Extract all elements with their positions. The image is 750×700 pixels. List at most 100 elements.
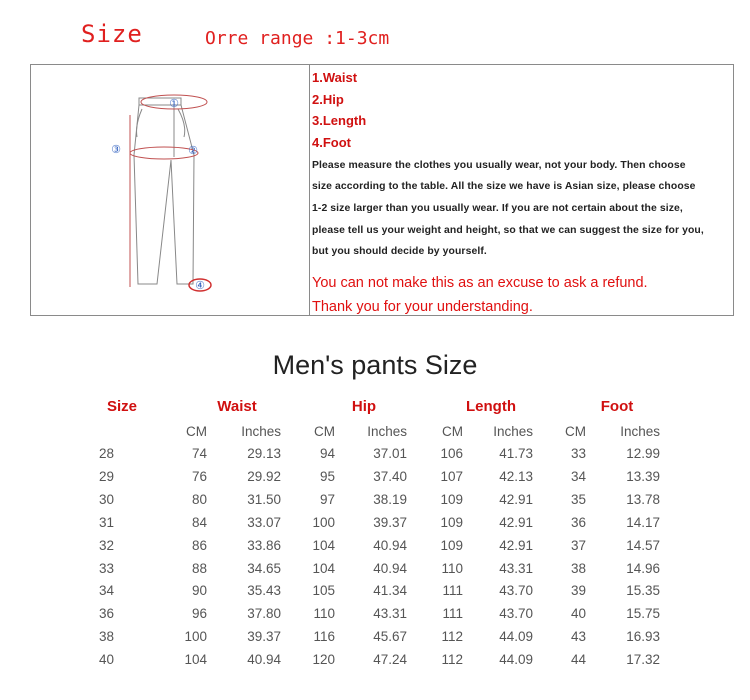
row-size: 34: [99, 583, 115, 599]
row-size: 40: [99, 652, 115, 668]
table-cell: 15.35: [626, 583, 660, 599]
table-cell: 37.01: [373, 446, 407, 461]
table-cell: 104: [312, 560, 335, 576]
table-cell: 17.32: [626, 652, 660, 668]
table-cell: 43: [570, 629, 586, 645]
table-cell: 40.94: [373, 560, 407, 576]
table-cell: 44.09: [499, 629, 533, 645]
table-cell: 13.39: [626, 468, 660, 484]
table-cell: 100: [184, 629, 207, 645]
label-length-marker: ③: [111, 144, 121, 156]
pants-diagram: ① ② ③ ④: [111, 94, 212, 292]
table-cell: 40.94: [247, 652, 281, 668]
column-subheader: Inches: [241, 424, 281, 439]
column-group-foot: Foot: [600, 398, 634, 415]
table-cell: 88: [191, 560, 207, 576]
table-cell: 39.37: [373, 514, 407, 530]
table-cell: 110: [313, 606, 335, 622]
table-cell: 35.43: [247, 583, 281, 599]
column-subheader: CM: [565, 424, 586, 439]
instructions: Please measure the clothes you usually w…: [312, 155, 732, 263]
table-cell: 31.50: [247, 491, 281, 507]
table-cell: 94: [319, 446, 335, 461]
table-cell: 13.78: [626, 491, 660, 507]
measure-waist: 1.Waist: [312, 70, 358, 85]
column-group-waist: Waist: [217, 398, 257, 415]
measure-length: 3.Length: [312, 113, 367, 129]
box-divider: [309, 65, 310, 315]
table-cell: 33: [570, 446, 586, 461]
column-group-length: Length: [466, 398, 516, 415]
table-cell: 43.31: [499, 560, 533, 576]
label-foot-marker: ④: [195, 280, 205, 292]
row-size: 28: [99, 446, 115, 461]
table-cell: 111: [442, 583, 463, 599]
row-size: 32: [99, 537, 115, 553]
column-subheader: Inches: [367, 424, 407, 439]
table-cell: 35: [570, 491, 586, 507]
table-cell: 39: [570, 583, 586, 599]
table-cell: 34.65: [247, 560, 281, 576]
refund-warning: You can not make this as an excuse to as…: [312, 271, 732, 319]
table-cell: 86: [191, 537, 207, 553]
table-cell: 12.99: [626, 446, 660, 461]
table-cell: 16.93: [626, 629, 660, 645]
table-cell: 33.86: [247, 537, 281, 553]
column-group-size: Size: [106, 398, 138, 415]
table-cell: 40: [570, 606, 586, 622]
table-cell: 109: [440, 537, 463, 553]
table-cell: 111: [442, 606, 463, 622]
column-group-hip: Hip: [351, 398, 377, 415]
table-cell: 41.34: [373, 583, 407, 599]
instruction-line: but you should decide by yourself.: [312, 246, 487, 258]
measure-info: 1.Waist 2.Hip 3.Length 4.Foot Please mea…: [312, 67, 732, 319]
table-cell: 97: [319, 491, 335, 507]
measure-foot: 4.Foot: [312, 135, 351, 151]
table-cell: 90: [191, 583, 207, 599]
table-cell: 44.09: [499, 652, 533, 668]
row-size: 31: [99, 514, 115, 530]
table-cell: 42.13: [499, 468, 533, 484]
measure-guide-box: ① ② ③ ④ 1.Waist 2.Hip 3.Length 4.Foot Pl…: [30, 64, 734, 316]
label-hip-marker: ②: [188, 145, 198, 157]
instruction-line: 1-2 size larger than you usually wear. I…: [312, 203, 683, 214]
row-size: 36: [99, 606, 115, 622]
warning-line: Thank you for your understanding.: [312, 298, 533, 315]
table-cell: 44: [570, 652, 586, 668]
table-cell: 37.80: [247, 606, 281, 622]
table-cell: 42.91: [499, 514, 533, 530]
table-cell: 107: [440, 468, 463, 484]
column-subheader: Inches: [620, 424, 660, 439]
table-cell: 100: [312, 514, 335, 530]
table-cell: 47.24: [373, 652, 407, 668]
range-note: Orre range :1-3cm: [205, 28, 390, 49]
table-cell: 34: [570, 468, 586, 484]
measure-hip: 2.Hip: [312, 91, 344, 107]
table-cell: 42.91: [499, 537, 533, 553]
row-size: 38: [99, 629, 115, 645]
table-cell: 36: [570, 514, 586, 530]
table-cell: 42.91: [499, 491, 533, 507]
column-subheader: Inches: [493, 424, 533, 439]
table-cell: 116: [313, 629, 335, 645]
instruction-line: size according to the table. All the siz…: [312, 181, 696, 193]
table-cell: 14.17: [626, 514, 660, 530]
table-cell: 14.96: [626, 560, 660, 576]
table-cell: 29.92: [247, 468, 281, 484]
row-size: 33: [99, 560, 115, 576]
table-cell: 41.73: [499, 446, 533, 461]
table-cell: 80: [191, 491, 207, 507]
table-cell: 96: [191, 606, 207, 622]
table-cell: 37.40: [373, 468, 407, 484]
table-cell: 112: [441, 652, 463, 668]
table-cell: 43.70: [499, 583, 533, 599]
table-cell: 95: [319, 468, 335, 484]
table-cell: 29.13: [247, 446, 281, 461]
size-heading: Size: [81, 20, 143, 48]
table-cell: 45.67: [373, 629, 407, 645]
table-cell: 104: [312, 537, 335, 553]
table-cell: 15.75: [626, 606, 660, 622]
table-cell: 84: [191, 514, 207, 530]
table-cell: 40.94: [373, 537, 407, 553]
column-subheader: CM: [314, 424, 335, 439]
